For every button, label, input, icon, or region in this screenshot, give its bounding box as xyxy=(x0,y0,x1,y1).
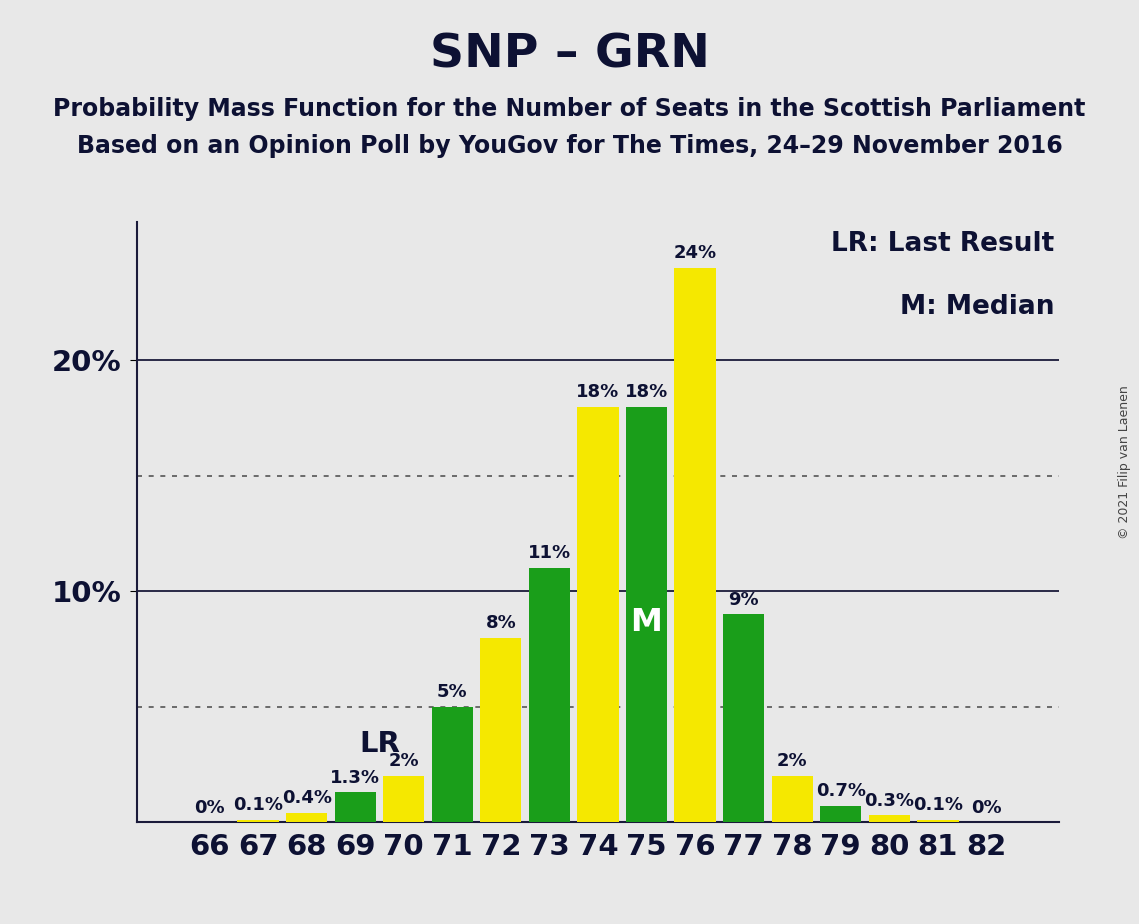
Bar xyxy=(237,821,279,822)
Text: © 2021 Filip van Laenen: © 2021 Filip van Laenen xyxy=(1118,385,1131,539)
Bar xyxy=(528,568,570,822)
Text: 0%: 0% xyxy=(195,798,224,817)
Text: 18%: 18% xyxy=(576,383,620,401)
Text: M: M xyxy=(631,607,663,638)
Text: 11%: 11% xyxy=(527,544,571,563)
Bar xyxy=(820,806,861,822)
Bar xyxy=(335,793,376,822)
Text: Probability Mass Function for the Number of Seats in the Scottish Parliament: Probability Mass Function for the Number… xyxy=(54,97,1085,121)
Text: 2%: 2% xyxy=(777,752,808,771)
Bar xyxy=(917,821,959,822)
Bar xyxy=(432,707,473,822)
Text: SNP – GRN: SNP – GRN xyxy=(429,32,710,78)
Text: 0.1%: 0.1% xyxy=(912,796,962,814)
Text: 1.3%: 1.3% xyxy=(330,769,380,786)
Text: 0.4%: 0.4% xyxy=(281,789,331,808)
Bar xyxy=(383,776,425,822)
Bar xyxy=(286,813,327,822)
Bar xyxy=(723,614,764,822)
Text: 18%: 18% xyxy=(625,383,669,401)
Text: 0%: 0% xyxy=(972,798,1001,817)
Text: 5%: 5% xyxy=(437,683,468,701)
Text: 2%: 2% xyxy=(388,752,419,771)
Bar xyxy=(771,776,813,822)
Text: 24%: 24% xyxy=(673,244,716,262)
Text: Based on an Opinion Poll by YouGov for The Times, 24–29 November 2016: Based on an Opinion Poll by YouGov for T… xyxy=(76,134,1063,158)
Text: 0.7%: 0.7% xyxy=(816,783,866,800)
Text: 0.3%: 0.3% xyxy=(865,792,915,809)
Bar xyxy=(626,407,667,822)
Bar xyxy=(481,638,522,822)
Text: LR: Last Result: LR: Last Result xyxy=(831,231,1055,257)
Bar xyxy=(577,407,618,822)
Text: M: Median: M: Median xyxy=(900,294,1055,320)
Bar xyxy=(869,816,910,822)
Text: 0.1%: 0.1% xyxy=(233,796,284,814)
Bar xyxy=(674,268,715,822)
Text: 9%: 9% xyxy=(728,590,759,609)
Text: LR: LR xyxy=(359,730,400,758)
Text: 8%: 8% xyxy=(485,614,516,632)
